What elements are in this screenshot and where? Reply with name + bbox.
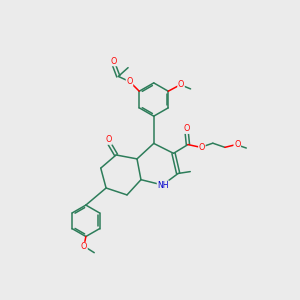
Text: O: O [81, 242, 87, 251]
Text: O: O [199, 143, 205, 152]
Text: O: O [126, 77, 133, 86]
Text: O: O [178, 80, 184, 89]
Text: O: O [234, 140, 240, 149]
Text: O: O [106, 135, 112, 144]
Text: O: O [184, 124, 190, 134]
Text: NH: NH [157, 181, 169, 190]
Text: O: O [111, 57, 117, 66]
